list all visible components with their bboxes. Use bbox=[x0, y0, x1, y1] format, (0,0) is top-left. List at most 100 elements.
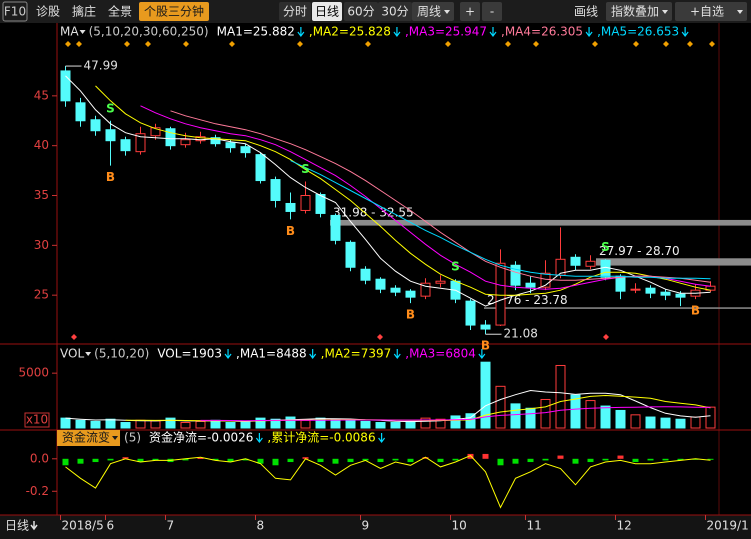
toolbar-button[interactable]: 30分 bbox=[378, 2, 412, 21]
button-label[interactable]: F10 bbox=[4, 5, 26, 19]
event-marker bbox=[71, 334, 77, 340]
button-label[interactable]: 全景 bbox=[108, 4, 132, 19]
footer-period[interactable]: 日线 bbox=[5, 519, 29, 533]
flow-bar bbox=[272, 458, 279, 466]
ma-line bbox=[65, 75, 711, 307]
toolbar-button[interactable]: 个股三分钟 bbox=[139, 2, 209, 21]
button-bg bbox=[412, 2, 454, 21]
event-marker bbox=[229, 41, 235, 47]
toolbar-button[interactable]: + bbox=[460, 2, 480, 21]
legend-title: 资金流变 bbox=[62, 430, 110, 445]
y-tick-label: -0.2 bbox=[26, 484, 49, 498]
dropdown-arrow bbox=[85, 352, 92, 356]
volume-bar bbox=[120, 422, 131, 429]
legend-entry: ,MA4=26.305 bbox=[501, 25, 583, 39]
volume-bar bbox=[570, 394, 581, 429]
flow-bar bbox=[497, 458, 504, 466]
flow-bar bbox=[557, 455, 564, 459]
flow-bar bbox=[707, 458, 714, 460]
x-tick-label: 9 bbox=[362, 519, 370, 533]
button-bg bbox=[675, 2, 747, 21]
volume-bar bbox=[60, 417, 71, 429]
volume-bar bbox=[510, 403, 521, 429]
trend-arrow bbox=[478, 349, 486, 359]
toolbar-button[interactable]: 诊股 bbox=[32, 2, 64, 21]
flow-bar bbox=[572, 458, 579, 464]
button-label[interactable]: 周线 bbox=[417, 5, 441, 19]
toolbar-button[interactable]: 擒庄 bbox=[68, 2, 100, 21]
button-label[interactable]: 60分 bbox=[347, 5, 374, 19]
candle-body bbox=[210, 137, 221, 145]
flow-bar bbox=[632, 458, 639, 463]
toolbar-button[interactable]: 周线 bbox=[412, 2, 454, 21]
flow-bar bbox=[617, 455, 624, 459]
toolbar-button[interactable]: +自选 bbox=[675, 2, 747, 21]
volume-bar bbox=[345, 419, 356, 429]
candle-body bbox=[135, 133, 146, 153]
flow-bar bbox=[137, 458, 144, 463]
footer-bar bbox=[0, 515, 751, 539]
candle-body bbox=[90, 119, 101, 132]
toolbar-button[interactable]: 指数叠加 bbox=[606, 2, 672, 21]
event-marker bbox=[297, 41, 303, 47]
button-label[interactable]: + bbox=[465, 5, 475, 19]
candle-body bbox=[300, 195, 311, 211]
button-label[interactable]: 个股三分钟 bbox=[144, 4, 204, 19]
candle-body bbox=[150, 127, 161, 137]
unit-box bbox=[24, 412, 50, 428]
price-zone-label: 27.97 - 28.70 bbox=[599, 244, 680, 258]
volume-bar bbox=[375, 422, 386, 429]
flow-bar bbox=[422, 457, 429, 459]
unit-label: x10 bbox=[26, 413, 48, 427]
candle-body bbox=[360, 268, 371, 281]
flow-bar bbox=[212, 458, 219, 461]
volume-bar bbox=[240, 420, 251, 429]
candle-body bbox=[675, 293, 686, 298]
toolbar-button[interactable]: 全景 bbox=[104, 2, 136, 21]
button-label[interactable]: 30分 bbox=[381, 5, 408, 19]
event-marker bbox=[124, 41, 130, 47]
signal-label: B bbox=[286, 224, 295, 238]
event-marker bbox=[633, 41, 639, 47]
y-tick-label: 35 bbox=[34, 188, 49, 202]
dropdown-arrow bbox=[662, 10, 668, 14]
button-label[interactable]: 日线 bbox=[315, 5, 339, 19]
toolbar-button[interactable]: - bbox=[482, 2, 502, 21]
y-tick-label: 25 bbox=[34, 288, 49, 302]
volume-bar bbox=[555, 364, 566, 429]
x-tick-label: 2018/5 bbox=[62, 519, 104, 533]
toolbar-button[interactable]: 60分 bbox=[344, 2, 378, 21]
flow-bar bbox=[512, 458, 519, 464]
legend-title: MA bbox=[60, 25, 79, 39]
legend-params: (5,10,20) bbox=[94, 347, 149, 361]
candle-body bbox=[570, 256, 581, 266]
volume-bar bbox=[675, 418, 686, 429]
legend-params: (5) bbox=[124, 431, 141, 445]
legend-entry: ,MA2=25.828 bbox=[309, 25, 391, 39]
button-label[interactable]: 画线 bbox=[574, 5, 598, 19]
flow-bar bbox=[152, 458, 159, 461]
candle-body bbox=[510, 264, 521, 286]
trend-arrow bbox=[681, 27, 689, 37]
toolbar-button[interactable]: 分时 bbox=[279, 2, 311, 21]
button-label[interactable]: 擒庄 bbox=[72, 4, 96, 19]
button-label[interactable]: 指数叠加 bbox=[611, 4, 659, 19]
event-marker bbox=[76, 41, 82, 47]
button-label[interactable]: 分时 bbox=[283, 5, 307, 19]
button-label[interactable]: - bbox=[490, 5, 494, 19]
trend-arrow bbox=[309, 349, 317, 359]
flow-bar bbox=[362, 458, 369, 461]
toolbar-button[interactable]: 日线 bbox=[312, 2, 342, 21]
volume-bar bbox=[150, 420, 161, 429]
toolbar-button[interactable]: 画线 bbox=[568, 2, 604, 21]
volume-bar bbox=[135, 419, 146, 429]
button-label[interactable]: 诊股 bbox=[36, 5, 60, 19]
toolbar-button[interactable]: F10 bbox=[2, 1, 28, 22]
candle-body bbox=[375, 278, 386, 290]
volume-bar bbox=[480, 361, 491, 429]
volume-bar bbox=[690, 416, 701, 429]
legend-entry: ,MA1=8488 bbox=[236, 347, 307, 361]
button-label[interactable]: +自选 bbox=[690, 5, 724, 19]
indicator-line bbox=[200, 406, 711, 422]
